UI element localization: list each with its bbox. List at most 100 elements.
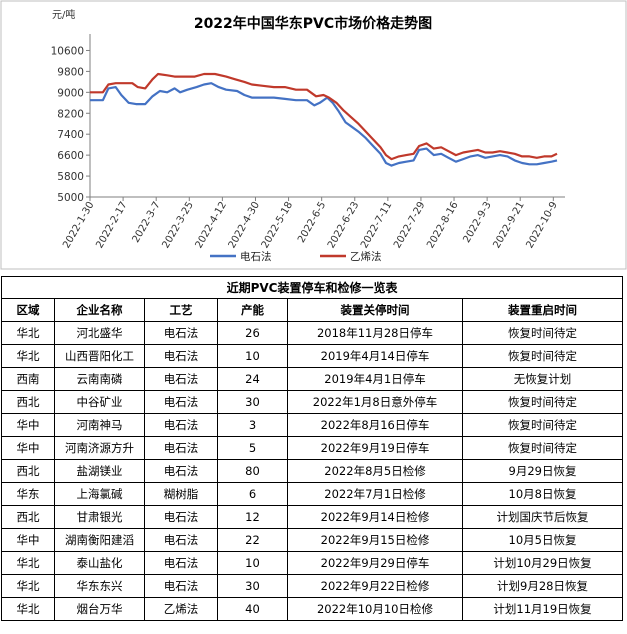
table-row: 华中 河南神马 电石法 3 2022年8月16日停车 恢复时间待定 [1, 413, 624, 437]
table-cell: 电石法 [144, 551, 218, 575]
table-row: 华中 湖南衡阳建滔 电石法 22 2022年9月15日检修 10月5日恢复 [1, 528, 624, 552]
table-cell: 24 [217, 367, 288, 391]
y-tick-label: 5000 [57, 192, 84, 204]
table-cell: 华北 [1, 574, 55, 598]
table-cell: 2022年9月15日检修 [287, 528, 463, 552]
chart-legend: 电石法 乙烯法 [210, 250, 382, 263]
table-row: 华中 河南济源方升 电石法 5 2022年9月19日停车 恢复时间待定 [1, 436, 624, 460]
table-cell: 2022年9月29日停车 [287, 551, 463, 575]
table-cell: 2018年11月28日停车 [287, 321, 463, 345]
table-cell: 上海氯碱 [54, 482, 145, 506]
series-line [90, 72, 558, 161]
table-cell: 电石法 [144, 367, 218, 391]
table-cell: 电石法 [144, 528, 218, 552]
chart-title: 2022年中国华东PVC市场价格走势图 [194, 15, 432, 32]
table-cell: 30 [217, 390, 288, 414]
legend-label: 电石法 [240, 250, 272, 263]
y-tick-label: 5800 [57, 171, 84, 183]
table-cell: 2022年7月1日检修 [287, 482, 463, 506]
table-cell: 华中 [1, 413, 55, 437]
table-cell: 2022年1月8日意外停车 [287, 390, 463, 414]
table-cell: 华北 [1, 344, 55, 368]
table-cell: 电石法 [144, 413, 218, 437]
table-cell: 2022年9月19日停车 [287, 436, 463, 460]
table-cell: 无恢复计划 [461, 367, 624, 391]
table-cell: 华北 [1, 551, 55, 575]
table-cell: 湖南衡阳建滔 [54, 528, 145, 552]
y-tick-label: 6600 [57, 150, 84, 162]
table-body: 华北 河北盛华 电石法 26 2018年11月28日停车 恢复时间待定 华北 山西晋阳化工 电石… [1, 321, 624, 621]
table-cell: 计划10月29日恢复 [461, 551, 624, 575]
table-cell: 9月29日恢复 [461, 459, 624, 483]
table-cell: 甘肃银光 [54, 505, 145, 529]
table-cell: 2022年8月16日停车 [287, 413, 463, 437]
table-cell: 5 [217, 436, 288, 460]
table-cell: 10月5日恢复 [461, 528, 624, 552]
table-cell: 计划国庆节后恢复 [461, 505, 624, 529]
price-chart-svg: 2022年中国华东PVC市场价格走势图 元/吨 5000 5800 6600 7400… [0, 0, 627, 270]
table-cell: 河南济源方升 [54, 436, 145, 460]
table-cell: 计划9月28日恢复 [461, 574, 624, 598]
table-cell: 乙烯法 [144, 597, 218, 621]
table-cell: 泰山盐化 [54, 551, 145, 575]
table-cell: 2019年4月1日停车 [287, 367, 463, 391]
table-cell: 40 [217, 597, 288, 621]
table-cell: 华北 [1, 321, 55, 345]
table-cell: 恢复时间待定 [461, 390, 624, 414]
table-cell: 西北 [1, 390, 55, 414]
shutdown-table: 近期PVC装置停车和检修一览表 区域 企业名称 工艺 产能 装置关停时间 装置重启时间 华… [0, 276, 624, 621]
table-row: 西北 盐湖镁业 电石法 80 2022年8月5日检修 9月29日恢复 [1, 459, 624, 483]
table-cell: 电石法 [144, 436, 218, 460]
table-cell: 恢复时间待定 [461, 344, 624, 368]
table-row: 西北 甘肃银光 电石法 12 2022年9月14日检修 计划国庆节后恢复 [1, 505, 624, 529]
table-cell: 电石法 [144, 459, 218, 483]
table-cell: 2019年4月14日停车 [287, 344, 463, 368]
table-cell: 华北 [1, 597, 55, 621]
table-cell: 电石法 [144, 574, 218, 598]
table-cell: 华中 [1, 528, 55, 552]
table-cell: 恢复时间待定 [461, 436, 624, 460]
table-cell: 12 [217, 505, 288, 529]
table-header-cell: 企业名称 [54, 298, 145, 322]
table-cell: 西南 [1, 367, 55, 391]
chart-frame [0, 0, 627, 270]
table-cell: 10月8日恢复 [461, 482, 624, 506]
table-cell: 华东 [1, 482, 55, 506]
table-cell: 电石法 [144, 344, 218, 368]
table-cell: 6 [217, 482, 288, 506]
table-cell: 10 [217, 344, 288, 368]
table-title: 近期PVC装置停车和检修一览表 [0, 276, 624, 299]
series-layer [90, 72, 558, 167]
y-tick-label: 9000 [57, 87, 84, 99]
table-cell: 华中 [1, 436, 55, 460]
table-header-cell: 装置重启时间 [461, 298, 624, 322]
table-row: 华北 泰山盐化 电石法 10 2022年9月29日停车 计划10月29日恢复 [1, 551, 624, 575]
table-header-cell: 装置关停时间 [287, 298, 463, 322]
table-row: 华东 上海氯碱 糊树脂 6 2022年7月1日检修 10月8日恢复 [1, 482, 624, 506]
table-cell: 西北 [1, 459, 55, 483]
table-header-cell: 产能 [217, 298, 288, 322]
table-cell: 计划11月19日恢复 [461, 597, 624, 621]
table-cell: 电石法 [144, 321, 218, 345]
table-cell: 30 [217, 574, 288, 598]
y-unit-label: 元/吨 [52, 8, 75, 21]
legend-label: 乙烯法 [350, 250, 382, 263]
table-cell: 2022年10月10日检修 [287, 597, 463, 621]
table-cell: 3 [217, 413, 288, 437]
table-row: 华北 华东东兴 电石法 30 2022年9月22日检修 计划9月28日恢复 [1, 574, 624, 598]
series-line [90, 82, 558, 167]
table-cell: 电石法 [144, 505, 218, 529]
table-row: 华北 河北盛华 电石法 26 2018年11月28日停车 恢复时间待定 [1, 321, 624, 345]
shutdown-table-wrap: 近期PVC装置停车和检修一览表 区域 企业名称 工艺 产能 装置关停时间 装置重启时间 华… [0, 276, 624, 621]
table-cell: 华东东兴 [54, 574, 145, 598]
table-header-cell: 工艺 [144, 298, 218, 322]
table-cell: 糊树脂 [144, 482, 218, 506]
price-chart: 2022年中国华东PVC市场价格走势图 元/吨 5000 5800 6600 7400… [0, 0, 627, 270]
y-tick-label: 7400 [57, 129, 84, 141]
table-cell: 河北盛华 [54, 321, 145, 345]
table-cell: 盐湖镁业 [54, 459, 145, 483]
y-tick-label: 8200 [57, 108, 84, 120]
table-row: 华北 山西晋阳化工 电石法 10 2019年4月14日停车 恢复时间待定 [1, 344, 624, 368]
table-cell: 10 [217, 551, 288, 575]
table-cell: 2022年9月22日检修 [287, 574, 463, 598]
